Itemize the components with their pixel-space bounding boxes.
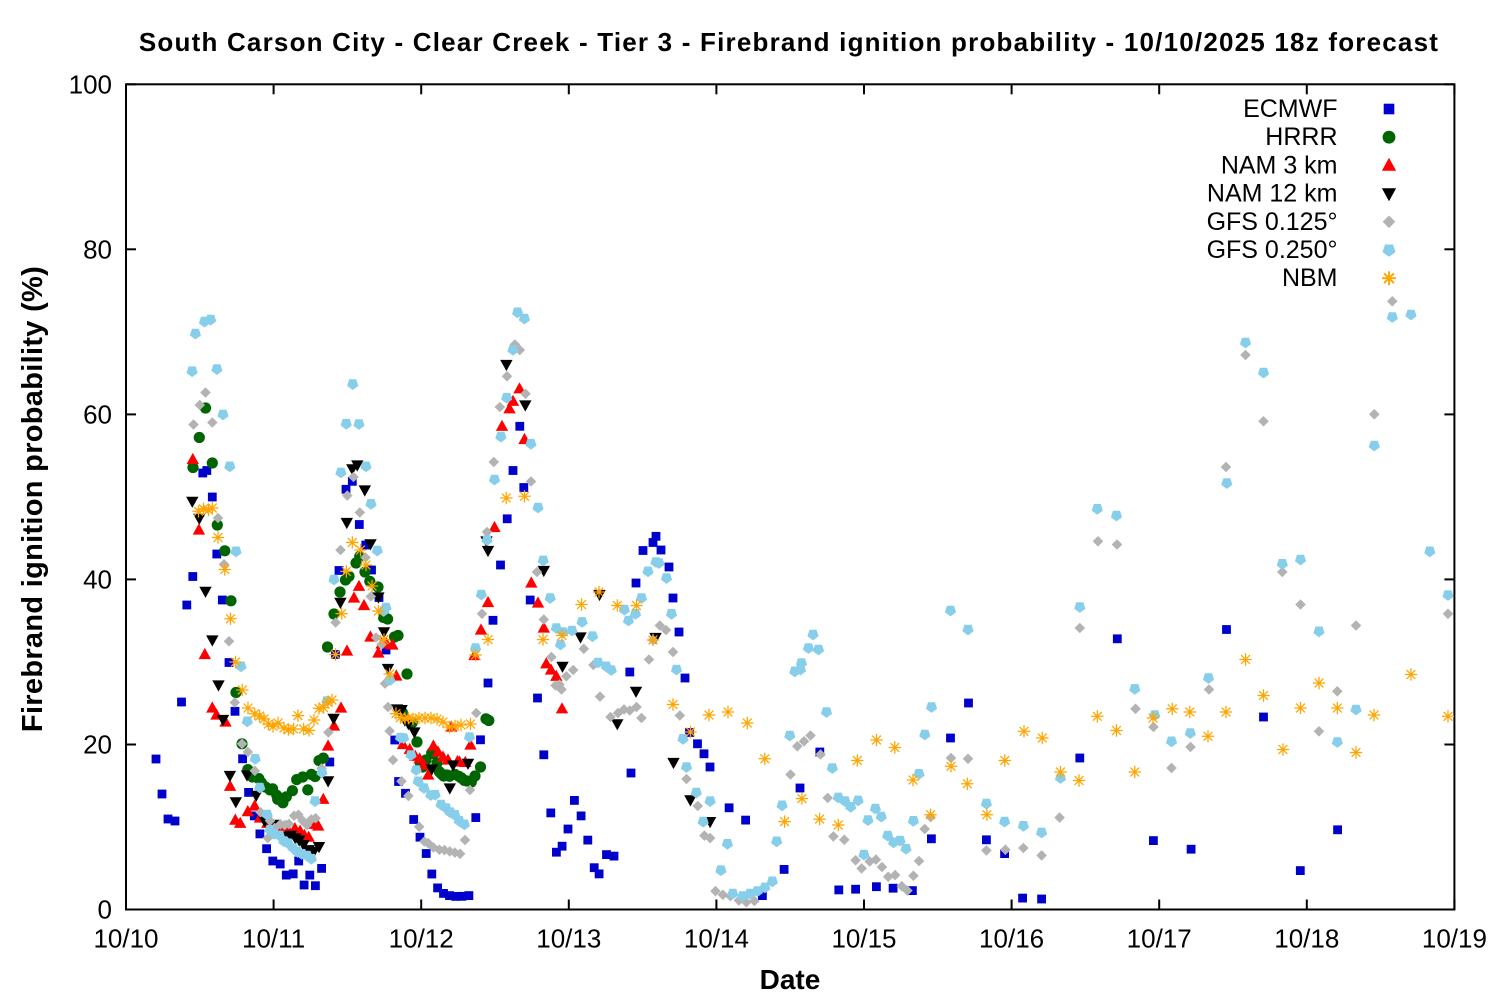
- svg-text:Firebrand ignition probability: Firebrand ignition probability (%): [17, 266, 49, 732]
- svg-text:10/16: 10/16: [979, 924, 1044, 954]
- svg-text:10/12: 10/12: [389, 924, 454, 954]
- svg-text:NAM 12 km: NAM 12 km: [1207, 180, 1338, 208]
- svg-text:40: 40: [83, 564, 112, 594]
- svg-text:10/14: 10/14: [684, 924, 749, 954]
- svg-text:GFS 0.250°: GFS 0.250°: [1207, 236, 1338, 264]
- svg-text:HRRR: HRRR: [1265, 123, 1337, 151]
- svg-text:10/10: 10/10: [93, 924, 158, 954]
- svg-text:10/17: 10/17: [1127, 924, 1192, 954]
- svg-text:10/13: 10/13: [536, 924, 601, 954]
- svg-text:ECMWF: ECMWF: [1243, 95, 1337, 123]
- svg-text:60: 60: [83, 399, 112, 429]
- svg-text:100: 100: [69, 69, 112, 99]
- svg-text:10/11: 10/11: [242, 924, 305, 954]
- svg-text:20: 20: [83, 730, 112, 760]
- svg-text:10/15: 10/15: [831, 924, 896, 954]
- svg-text:Date: Date: [760, 964, 821, 995]
- svg-text:GFS 0.125°: GFS 0.125°: [1207, 208, 1338, 236]
- svg-text:South Carson City - Clear Cree: South Carson City - Clear Creek - Tier 3…: [139, 27, 1439, 57]
- svg-text:0: 0: [98, 895, 112, 925]
- svg-text:NBM: NBM: [1282, 264, 1338, 292]
- svg-text:10/18: 10/18: [1274, 924, 1339, 954]
- svg-text:10/19: 10/19: [1422, 924, 1487, 954]
- svg-text:NAM 3 km: NAM 3 km: [1221, 151, 1338, 179]
- svg-text:80: 80: [83, 234, 112, 264]
